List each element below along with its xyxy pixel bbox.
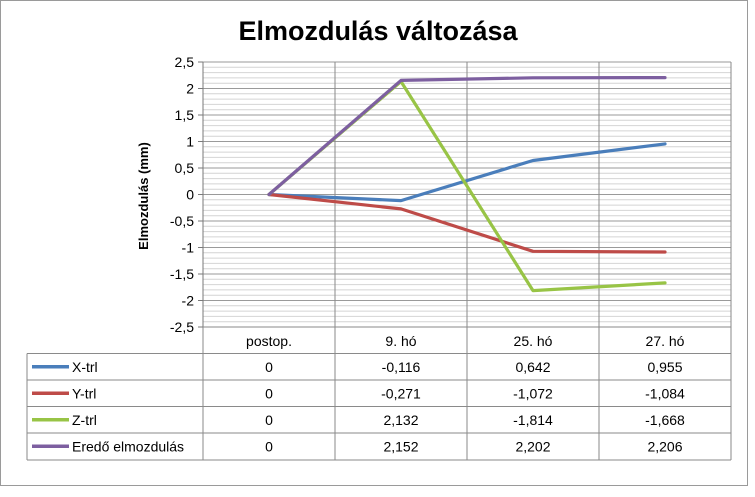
series-line — [267, 142, 667, 203]
x-tick-label: postop. — [246, 333, 292, 349]
y-tick-label: -1 — [182, 240, 195, 256]
series-line — [267, 75, 667, 197]
x-tick-label: 25. hó — [514, 333, 553, 349]
y-tick-label: -1,5 — [170, 266, 194, 282]
y-tick-labels: 2,5 2 1,5 1 0,5 0 -0,5 -1 -1,5 -2 -2,5 — [170, 54, 194, 335]
y-axis-label: Elmozdulás (mm) — [136, 142, 151, 250]
series-lines — [267, 75, 667, 293]
data-label: 2,206 — [647, 438, 682, 454]
data-label: 2,132 — [383, 412, 418, 428]
axes — [198, 61, 732, 460]
x-tick-label: 27. hó — [646, 333, 685, 349]
y-tick-label: 0,5 — [175, 160, 195, 176]
chart-title: Elmozdulás változása — [238, 16, 518, 46]
y-tick-label: 2,5 — [175, 54, 195, 70]
y-tick-label: 0 — [186, 187, 194, 203]
y-tick-label: -2 — [182, 293, 195, 309]
series-line — [267, 192, 667, 254]
x-tick-label: 9. hó — [385, 333, 416, 349]
data-label: 0 — [265, 412, 273, 428]
data-label: 0 — [265, 359, 273, 375]
chart-frame — [0, 0, 748, 486]
data-label: -1,072 — [513, 385, 553, 401]
data-label: 0,955 — [647, 359, 682, 375]
data-label: 0 — [265, 438, 273, 454]
data-label: 2,202 — [515, 438, 550, 454]
data-label: 0,642 — [515, 359, 550, 375]
y-tick-label: -0,5 — [170, 213, 194, 229]
legend-label: Z-trl — [72, 412, 97, 428]
y-tick-label: 1 — [186, 134, 194, 150]
y-tick-label: -2,5 — [170, 319, 194, 335]
data-table: postop. 9. hó 25. hó 27. hó X-trl 0 -0,116 0,64… — [26, 326, 731, 461]
data-label: -1,814 — [513, 412, 553, 428]
legend-label: Eredő elmozdulás — [72, 438, 184, 454]
data-label: 2,152 — [383, 438, 418, 454]
legend-label: X-trl — [72, 359, 98, 375]
data-label: -0,271 — [381, 385, 421, 401]
data-label: -1,084 — [645, 385, 685, 401]
data-label: -1,668 — [645, 412, 685, 428]
y-tick-label: 2 — [186, 81, 194, 97]
y-tick-label: 1,5 — [175, 107, 195, 123]
legend-label: Y-trl — [72, 385, 96, 401]
data-label: 0 — [265, 385, 273, 401]
data-label: -0,116 — [382, 359, 421, 375]
